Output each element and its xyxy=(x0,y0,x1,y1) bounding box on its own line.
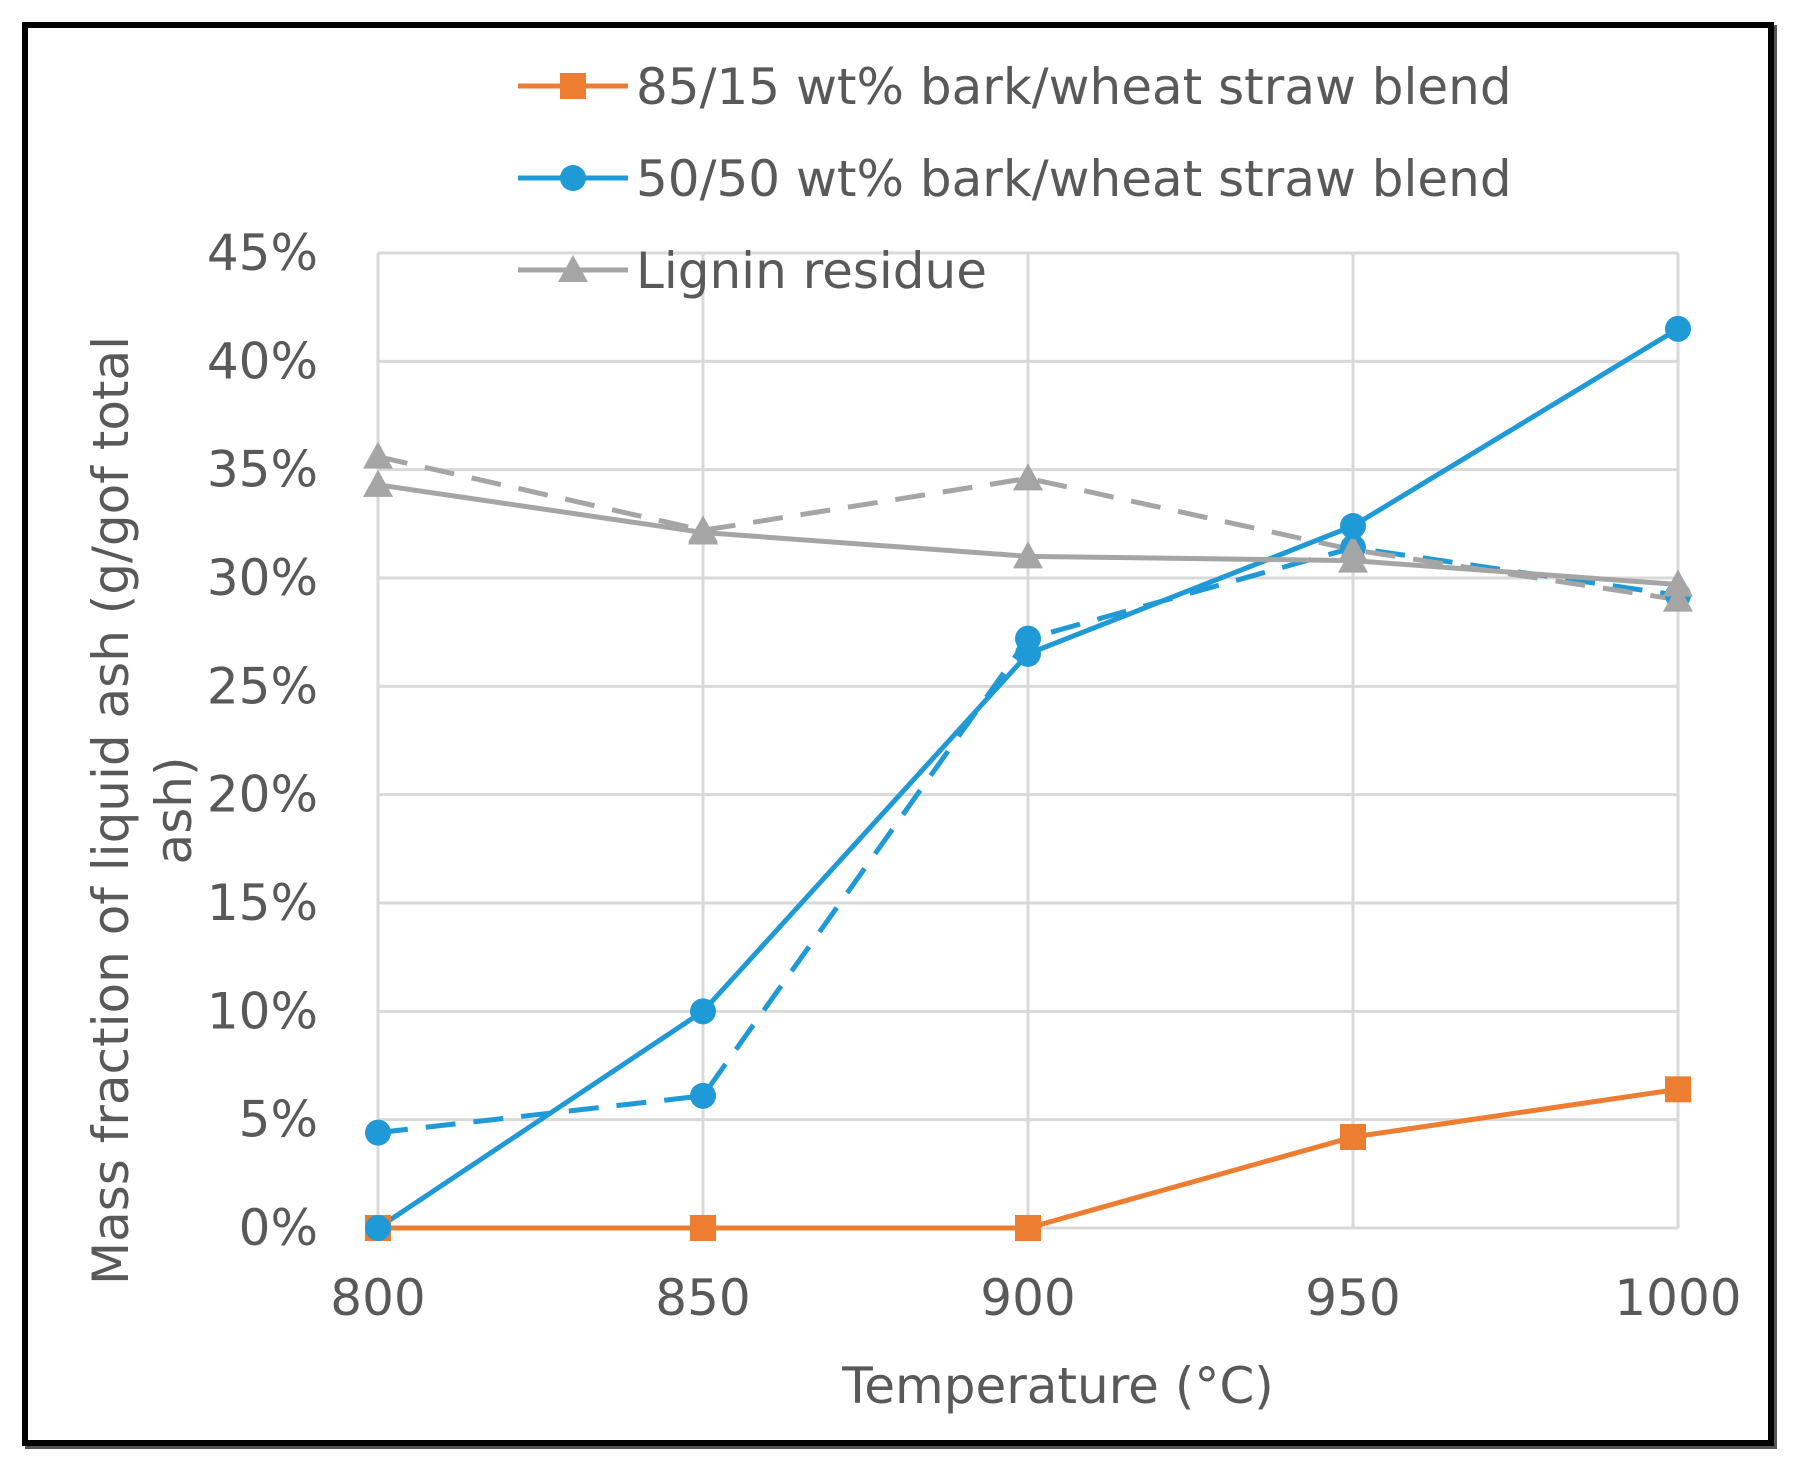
data-point-triangle xyxy=(1663,569,1693,597)
marker-layer xyxy=(363,315,1693,1241)
y-axis-title-line2: ash) xyxy=(145,757,203,865)
x-tick-label: 950 xyxy=(1305,1269,1400,1327)
data-point-triangle xyxy=(1013,541,1043,569)
x-tick-label: 900 xyxy=(980,1269,1075,1327)
data-point-triangle xyxy=(1663,584,1693,612)
data-point-triangle xyxy=(363,469,393,497)
y-tick-label: 5% xyxy=(239,1091,318,1149)
data-point-square xyxy=(1665,1076,1691,1103)
y-tick-label: 10% xyxy=(207,982,318,1040)
data-point-triangle xyxy=(688,517,718,545)
y-tick-label: 45% xyxy=(207,224,318,282)
y-tick-labels: 0% 5% 10% 15% 20% 25% 30% 35% 40% 45% xyxy=(207,224,318,1257)
data-point-circle xyxy=(1665,315,1691,342)
chart-frame: 0% 5% 10% 15% 20% 25% 30% 35% 40% 45% 800 850 900 95… xyxy=(22,22,1774,1446)
y-tick-label: 30% xyxy=(207,549,318,607)
legend-marker-triangle xyxy=(558,255,588,282)
legend-marker-square xyxy=(560,73,586,99)
data-point-circle xyxy=(1015,640,1041,667)
legend-marker-circle xyxy=(560,165,586,191)
data-point-triangle xyxy=(363,441,393,469)
data-point-square xyxy=(1015,1215,1041,1241)
legend-label: Lignin residue xyxy=(636,242,987,300)
x-tick-label: 1000 xyxy=(1614,1269,1741,1327)
legend-label: 50/50 wt% bark/wheat straw blend xyxy=(636,150,1512,208)
y-tick-label: 20% xyxy=(207,766,318,824)
data-point-circle xyxy=(690,1082,716,1109)
data-point-square xyxy=(1340,1124,1366,1150)
data-point-triangle xyxy=(1013,463,1043,491)
y-tick-label: 35% xyxy=(207,441,318,499)
y-axis-title-line1: Mass fraction of liquid ash (g/gof total xyxy=(82,336,140,1285)
x-tick-label: 850 xyxy=(655,1269,750,1327)
data-point-circle xyxy=(690,998,716,1025)
line-chart: 0% 5% 10% 15% 20% 25% 30% 35% 40% 45% 800 850 900 95… xyxy=(82,58,1742,1415)
legend: 85/15 wt% bark/wheat straw blend 50/50 wt… xyxy=(518,58,1512,300)
data-point-circle xyxy=(365,1119,391,1146)
y-tick-label: 0% xyxy=(239,1199,318,1257)
data-point-triangle xyxy=(1338,545,1368,573)
x-axis-title: Temperature (°C) xyxy=(841,1357,1274,1415)
y-tick-label: 15% xyxy=(207,874,318,932)
y-tick-label: 40% xyxy=(207,332,318,390)
x-tick-label: 800 xyxy=(330,1269,425,1327)
data-point-circle xyxy=(365,1215,391,1241)
data-point-square xyxy=(690,1215,716,1241)
legend-label: 85/15 wt% bark/wheat straw blend xyxy=(636,58,1512,116)
x-tick-labels: 800 850 900 950 1000 xyxy=(330,1269,1741,1327)
grid-layer xyxy=(376,251,1680,1230)
data-point-circle xyxy=(1340,513,1366,539)
y-tick-label: 25% xyxy=(207,657,318,715)
